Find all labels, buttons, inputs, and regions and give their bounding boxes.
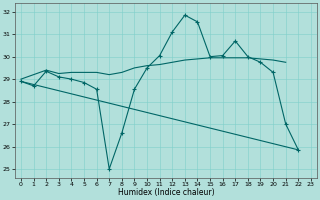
- X-axis label: Humidex (Indice chaleur): Humidex (Indice chaleur): [118, 188, 214, 197]
